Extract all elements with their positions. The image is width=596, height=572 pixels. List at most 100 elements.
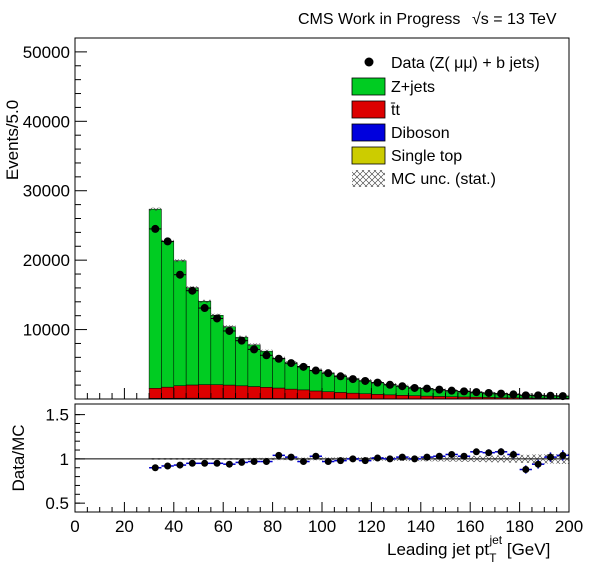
bar-ttbar <box>185 384 199 399</box>
ratio-point <box>374 454 382 462</box>
bar-zjets <box>161 241 175 388</box>
ratio-point <box>213 459 221 467</box>
ratio-point <box>497 448 505 456</box>
ratio-unc-hatch <box>173 458 187 460</box>
bar-ttbar <box>321 391 335 399</box>
x-tick-label: 200 <box>555 517 583 536</box>
data-point <box>287 359 296 368</box>
data-point <box>348 375 357 384</box>
ratio-point <box>164 462 172 470</box>
data-point <box>361 376 370 385</box>
ratio-point <box>546 453 554 461</box>
x-axis-title-sub: T <box>489 551 497 565</box>
ratio-point <box>522 466 530 474</box>
data-point <box>213 314 222 323</box>
data-point <box>237 336 246 345</box>
legend: Data (Z( μμ) + b jets) Z+jets t̄t Diboso… <box>351 55 540 188</box>
data-point <box>398 382 407 391</box>
bar-ttbar <box>408 395 422 400</box>
data-point <box>262 351 271 360</box>
legend-ttbar-swatch <box>351 100 386 119</box>
ratio-unc-hatch <box>210 458 224 460</box>
legend-diboson-swatch <box>351 123 386 142</box>
legend-mcunc-label: MC unc. (stat.) <box>391 171 496 188</box>
ratio-unc-hatch <box>235 458 248 460</box>
bar-ttbar <box>260 387 273 399</box>
bar-ttbar <box>210 384 224 399</box>
data-point <box>410 383 419 392</box>
y-tick-label: 10000 <box>23 321 70 340</box>
data-point <box>274 354 283 363</box>
bar-ttbar <box>222 384 236 399</box>
bar-zjets <box>210 314 224 385</box>
bar-ttbar <box>358 393 372 399</box>
ratio-unc-hatch <box>223 458 236 460</box>
ratio-unc-hatch <box>470 455 483 463</box>
data-point <box>225 326 234 335</box>
ratio-unc-hatch <box>198 458 211 460</box>
bar-zjets <box>148 208 162 389</box>
ratio-point <box>472 448 480 456</box>
data-point <box>175 270 184 279</box>
data-point <box>497 389 506 398</box>
stack-histograms <box>148 207 570 400</box>
bar-ttbar <box>161 386 175 399</box>
ratio-y-axis-title: Data/MC <box>9 424 28 491</box>
mc-unc-hatch <box>223 325 236 329</box>
bar-zjets <box>198 301 212 385</box>
data-point <box>373 378 382 387</box>
mc-unc-hatch <box>198 299 211 303</box>
ratio-point <box>411 455 419 463</box>
ratio-point <box>225 460 233 468</box>
ratio-point <box>275 451 283 459</box>
legend-data-label: Data (Z( μμ) + b jets) <box>391 55 540 72</box>
ratio-unc-hatch <box>149 458 162 460</box>
ratio-y-tick-label: 0.5 <box>45 494 69 513</box>
main-x-ticks <box>74 388 570 399</box>
ratio-point <box>312 452 320 460</box>
legend-mcunc-swatch <box>352 170 385 187</box>
ratio-unc-hatch <box>186 458 199 460</box>
ratio-point <box>349 455 357 463</box>
bar-ttbar <box>371 394 384 400</box>
main-y-axis: 10000 20000 30000 40000 50000 <box>23 37 87 386</box>
ratio-unc-hatch <box>519 454 532 463</box>
ratio-point <box>176 461 184 469</box>
x-tick-label: 0 <box>70 517 79 536</box>
ratio-point <box>201 459 209 467</box>
mc-unc-hatch <box>173 259 187 263</box>
bar-zjets <box>173 260 187 386</box>
legend-singletop-swatch <box>351 146 386 165</box>
x-axis-title-super: jet <box>488 533 502 547</box>
ratio-unc-hatch <box>494 455 508 463</box>
data-point <box>435 385 444 394</box>
x-tick-label: 140 <box>407 517 435 536</box>
data-point <box>447 386 456 395</box>
main-y-axis-title: Events/5.0 <box>3 100 22 180</box>
bar-ttbar <box>334 392 347 399</box>
data-point <box>188 286 197 295</box>
ratio-point <box>509 450 517 458</box>
ratio-point <box>448 450 456 458</box>
data-point <box>151 224 160 233</box>
ratio-point <box>287 453 295 461</box>
ratio-point <box>485 449 493 457</box>
bar-ttbar <box>272 387 286 399</box>
bar-ttbar <box>198 384 212 399</box>
x-axis-title-main: Leading jet pt <box>387 540 489 559</box>
x-tick-label: 180 <box>505 517 533 536</box>
ratio-x-axis: 0 20 40 60 80 100 120 140 160 180 200 <box>70 502 583 536</box>
legend-zjets-label: Z+jets <box>391 79 435 96</box>
y-tick-label: 30000 <box>23 182 70 201</box>
main-plot-pad: 10000 20000 30000 40000 50000 Events/5.0 <box>3 37 570 401</box>
y-tick-label: 20000 <box>23 251 70 270</box>
ratio-point <box>188 459 196 467</box>
ratio-point <box>324 458 332 466</box>
ratio-unc-hatch <box>445 456 458 462</box>
y-tick-label: 40000 <box>23 112 70 131</box>
ratio-unc-hatch <box>482 455 495 463</box>
x-tick-label: 160 <box>456 517 484 536</box>
mc-unc-hatch <box>260 349 273 353</box>
y-tick-label: 50000 <box>23 43 70 62</box>
